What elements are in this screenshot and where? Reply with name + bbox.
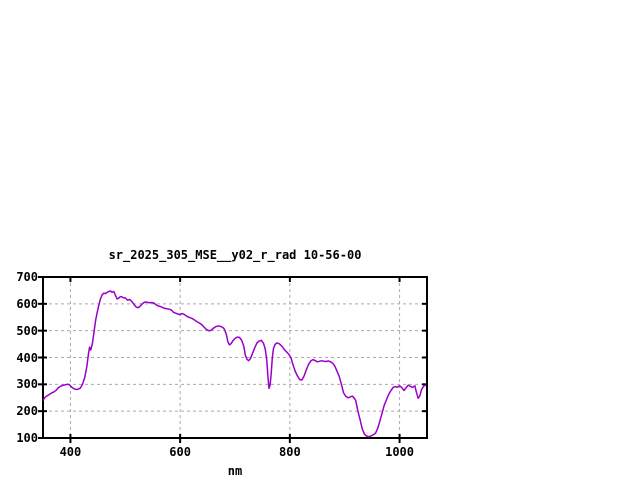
chart-title: sr_2025_305_MSE__y02_r_rad 10-56-00 xyxy=(108,248,362,262)
x-tick-label: 400 xyxy=(59,445,82,459)
y-tick-label: 500 xyxy=(16,323,38,338)
y-tick-label: 200 xyxy=(16,404,38,419)
x-axis-label: nm xyxy=(227,464,243,478)
y-tick-label: 700 xyxy=(16,270,38,284)
x-tick-label: 600 xyxy=(169,445,191,459)
y-tick-label: 300 xyxy=(16,377,38,392)
x-tick-label: 1000 xyxy=(385,445,415,459)
y-tick-label: 400 xyxy=(16,350,38,365)
spectrum-curve xyxy=(42,290,427,438)
y-tick-label: 600 xyxy=(16,296,38,311)
x-tick-label: 800 xyxy=(279,445,301,459)
y-tick-label: 100 xyxy=(16,431,38,445)
